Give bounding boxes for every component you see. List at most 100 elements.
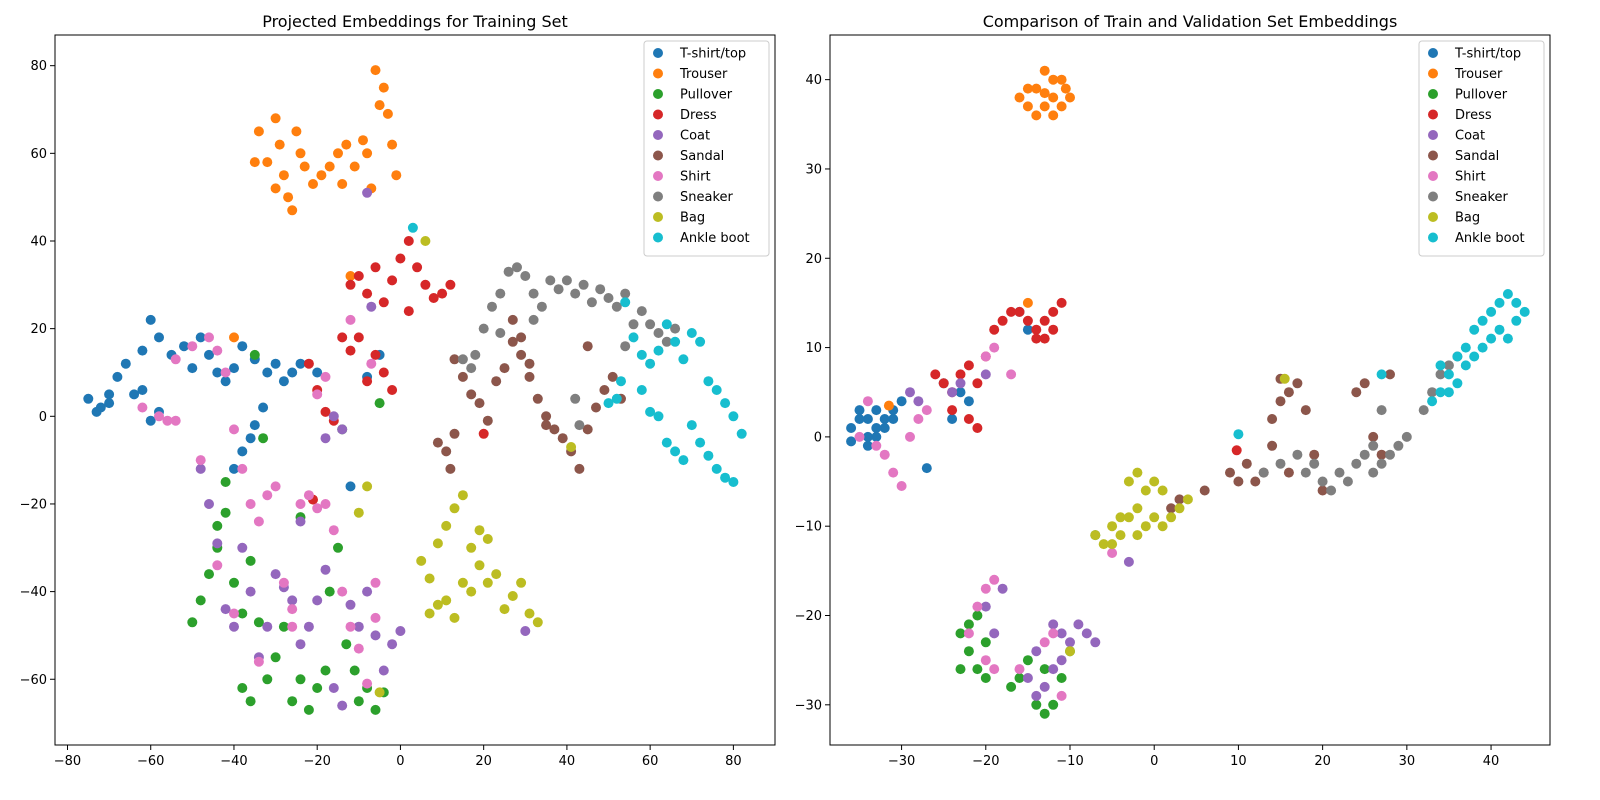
data-point — [287, 696, 298, 707]
legend-item-t-shirt-top: T-shirt/top — [1428, 47, 1521, 62]
data-point — [980, 583, 991, 594]
legend-marker — [653, 150, 663, 161]
data-point — [320, 564, 331, 575]
data-point — [1452, 351, 1463, 362]
data-point — [1090, 637, 1101, 648]
data-point — [366, 301, 377, 312]
data-point — [905, 387, 915, 398]
legend-marker — [653, 171, 663, 181]
data-point — [370, 65, 381, 76]
data-point — [378, 82, 389, 93]
data-point — [879, 414, 890, 424]
data-point — [636, 385, 647, 395]
data-point — [1317, 485, 1328, 496]
data-point — [457, 490, 468, 501]
data-point — [204, 349, 214, 360]
data-point — [989, 664, 1000, 675]
y-tick-label: 40 — [30, 234, 47, 249]
data-point — [520, 626, 531, 636]
data-point — [1494, 324, 1505, 335]
data-point — [449, 428, 460, 439]
data-point — [387, 639, 398, 650]
data-point — [370, 612, 381, 623]
data-point — [387, 275, 398, 286]
data-point — [1376, 449, 1387, 460]
legend-label: T-shirt/top — [679, 47, 746, 62]
data-point — [378, 297, 389, 308]
data-point — [1140, 521, 1151, 532]
data-point — [162, 415, 173, 426]
data-point — [620, 297, 631, 308]
data-point — [1401, 431, 1412, 442]
data-point — [253, 516, 264, 527]
data-point — [1006, 681, 1017, 692]
data-point — [1081, 628, 1092, 639]
data-point — [129, 389, 140, 400]
series-sandal — [432, 314, 626, 474]
legend-marker — [1428, 171, 1438, 181]
chart-title: Comparison of Train and Validation Set E… — [983, 12, 1398, 31]
data-point — [491, 376, 502, 387]
data-point — [963, 396, 974, 407]
data-point — [1376, 458, 1387, 469]
data-point — [474, 560, 485, 571]
data-point — [1241, 458, 1252, 469]
data-point — [661, 437, 672, 448]
data-point — [229, 424, 239, 435]
data-point — [711, 385, 722, 395]
data-point — [947, 387, 958, 398]
data-point — [403, 306, 414, 317]
data-point — [599, 385, 610, 395]
data-point — [424, 573, 435, 584]
data-point — [145, 314, 156, 325]
data-point — [603, 293, 614, 303]
data-point — [1511, 315, 1522, 326]
data-point — [482, 415, 493, 426]
data-point — [295, 358, 306, 369]
data-point — [653, 411, 664, 422]
data-point — [324, 586, 335, 597]
data-point — [1275, 458, 1286, 469]
data-point — [846, 436, 857, 447]
legend-item-coat: Coat — [1428, 129, 1485, 144]
data-point — [980, 637, 991, 648]
data-point — [1460, 342, 1471, 353]
data-point — [370, 262, 381, 273]
y-tick-label: 40 — [805, 73, 822, 88]
data-point — [1014, 92, 1025, 103]
data-point — [1048, 664, 1059, 675]
data-point — [287, 367, 298, 378]
data-point — [287, 205, 298, 216]
data-point — [445, 279, 456, 290]
x-tick-label: −80 — [54, 754, 81, 769]
data-point — [607, 371, 618, 382]
data-point — [249, 420, 260, 431]
legend-label: Dress — [1455, 108, 1492, 123]
y-tick-label: 80 — [30, 59, 47, 74]
data-point — [930, 369, 941, 380]
x-tick-label: 20 — [475, 754, 492, 769]
data-point — [258, 433, 269, 444]
data-point — [586, 297, 597, 308]
data-point — [1123, 512, 1134, 523]
legend-marker — [653, 89, 663, 99]
data-point — [972, 664, 983, 675]
x-tick-label: −30 — [888, 754, 915, 769]
data-point — [491, 569, 502, 580]
data-point — [678, 455, 689, 466]
data-point — [574, 463, 585, 474]
legend-marker — [1428, 89, 1438, 99]
data-point — [1107, 539, 1118, 550]
data-point — [854, 414, 865, 424]
data-point — [237, 463, 248, 474]
data-point — [1469, 324, 1480, 335]
data-point — [362, 148, 373, 159]
data-point — [620, 288, 631, 299]
data-point — [728, 411, 739, 422]
data-point — [528, 314, 539, 325]
data-point — [678, 354, 689, 365]
data-point — [387, 139, 398, 150]
data-point — [237, 608, 248, 619]
data-point — [524, 608, 535, 619]
data-point — [1123, 476, 1134, 487]
